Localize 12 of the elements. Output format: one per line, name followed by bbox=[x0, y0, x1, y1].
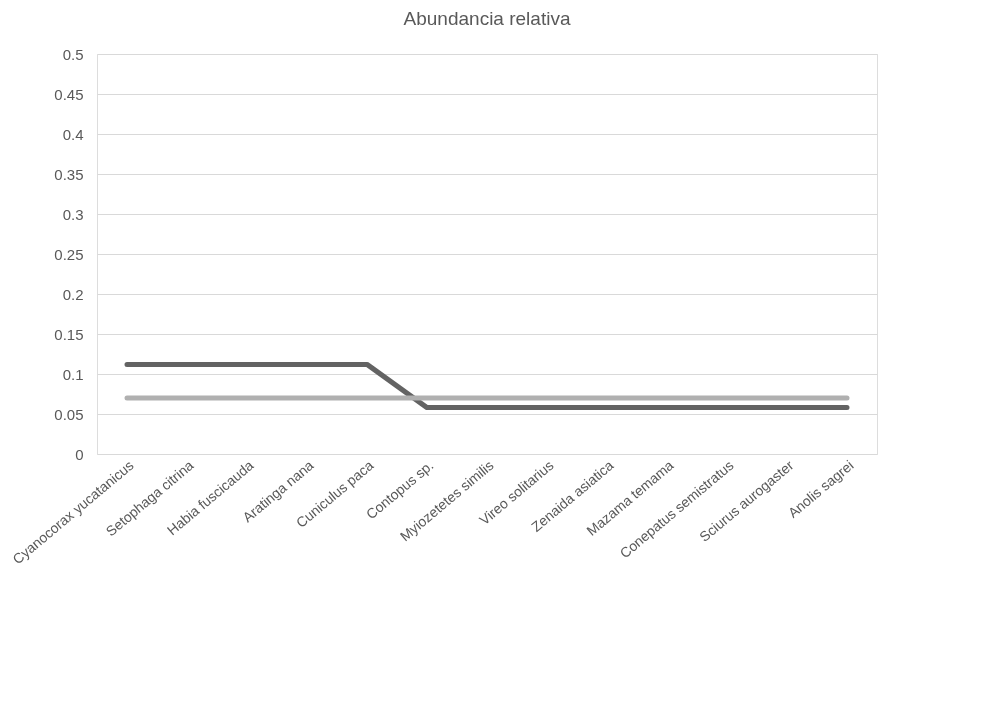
y-tick-label: 0.35 bbox=[54, 165, 84, 183]
y-tick-label: 0.5 bbox=[62, 45, 84, 63]
y-tick-label: 0.25 bbox=[54, 245, 84, 263]
y-tick-label: 0.4 bbox=[62, 125, 84, 143]
y-tick-label: 0.2 bbox=[62, 285, 84, 303]
y-tick-label: 0.3 bbox=[62, 205, 84, 223]
y-tick-label: 0.15 bbox=[54, 325, 84, 343]
y-tick-label: 0.05 bbox=[54, 405, 84, 423]
y-tick-label: 0 bbox=[75, 445, 84, 463]
y-tick-label: 0.1 bbox=[62, 365, 84, 383]
y-tick-label: 0.45 bbox=[54, 85, 84, 103]
chart-title: Abundancia relativa bbox=[403, 8, 571, 29]
